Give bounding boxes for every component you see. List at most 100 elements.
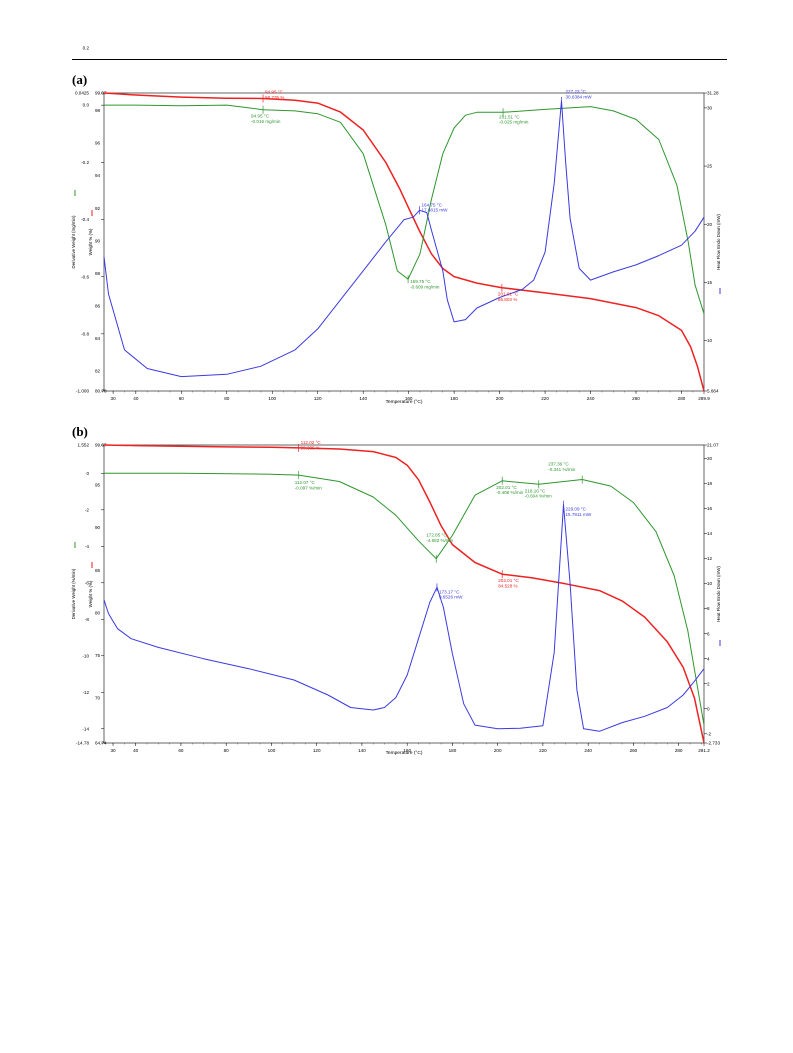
- left2-tick-label: 92: [95, 206, 101, 211]
- left2-tick-label: 99.67: [95, 443, 107, 448]
- left2-axis-label: Weight % (%): [88, 228, 93, 255]
- x-tick-label: 220: [541, 396, 549, 401]
- right-axis-label: Heat Flow Endo Down (mW): [716, 566, 721, 622]
- right-tick-label: 10: [707, 581, 713, 586]
- panel-label-a: (a): [72, 72, 88, 87]
- right-tick-label: 4: [707, 656, 710, 661]
- annotation-value: -0.604 %/min: [525, 494, 553, 499]
- right-tick-label: 12: [707, 556, 713, 561]
- annotation-temp: 112.02 °C: [301, 440, 322, 445]
- x-tick-label: 280: [675, 748, 683, 753]
- x-tick-label: 200: [496, 396, 504, 401]
- heat-curve: [103, 504, 705, 732]
- annotation-value: 17.6815 mW: [421, 208, 448, 213]
- x-tick-label: 100: [268, 396, 276, 401]
- annotation-temp: 202.01 °C: [496, 485, 517, 490]
- annotation-temp: 94.95 °C: [251, 114, 270, 119]
- left2-tick-label: 85: [95, 568, 101, 573]
- x-tick-label: 240: [587, 396, 595, 401]
- annotation-temp: 218.16 °C: [525, 488, 546, 493]
- x-tick-label: 60: [179, 396, 185, 401]
- heat-curve: [103, 100, 705, 378]
- left2-axis-label: Weight % (%): [88, 580, 93, 607]
- x-tick-label: 240: [584, 748, 592, 753]
- right-tick-label: -2.733: [707, 741, 720, 746]
- left2-tick-label: 64.74: [95, 741, 107, 746]
- annotation-temp: 94.95 °C: [265, 90, 284, 95]
- annotation-value: 84.528 %: [498, 584, 517, 589]
- left2-tick-label: 88: [95, 271, 101, 276]
- left1-tick-label: 0.0425: [75, 91, 89, 96]
- left2-tick-label: 82: [95, 369, 101, 374]
- x-tick-label: 60: [178, 748, 184, 753]
- x-tick-label: 260: [632, 396, 640, 401]
- x-tick-label: 30: [110, 748, 116, 753]
- left2-tick-label: 70: [95, 696, 101, 701]
- annotation-temp: 227.23 °C: [566, 89, 587, 94]
- x-tick-label: 160: [403, 748, 411, 753]
- left2-tick-label: 75: [95, 653, 101, 658]
- right-tick-label: 15: [707, 280, 713, 285]
- annotation-temp: 112.07 °C: [295, 480, 316, 485]
- right-tick-label: 21.07: [707, 443, 719, 448]
- annotation-value: -0.408 %/min: [496, 490, 524, 495]
- panel-label-b: (b): [72, 424, 88, 439]
- x-tick-label: 160: [405, 396, 413, 401]
- left1-tick-label: -1.000: [76, 389, 89, 394]
- right-tick-label: 8: [707, 606, 710, 611]
- left1-tick-label: -14: [82, 726, 89, 731]
- annotation-value: -0.016 mg/min: [251, 119, 281, 124]
- left1-tick-label: 0: [86, 471, 89, 476]
- left1-tick-label: -12: [82, 690, 89, 695]
- left1-tick-label: -2: [85, 507, 90, 512]
- annotation-value: -0.025 mg/min: [499, 120, 529, 125]
- x-tick-label: 220: [539, 748, 547, 753]
- left2-tick-label: 96: [95, 141, 101, 146]
- left1-axis-label: Derivative Weight (%/min): [71, 568, 76, 619]
- annotation-value: -0.609 mg/min: [410, 285, 440, 290]
- left1-tick-label: -8: [85, 617, 90, 622]
- left1-tick-label: 0.0: [83, 103, 90, 108]
- annotation-value: 98.735 %: [265, 95, 284, 100]
- annotation-value: -0.341 %/min: [548, 467, 576, 472]
- right-tick-label: 10: [707, 338, 713, 343]
- annotation-temp: 159.75 °C: [410, 279, 431, 284]
- left2-tick-label: 84: [95, 336, 101, 341]
- left1-tick-label: -0.2: [81, 160, 89, 165]
- right-tick-label: 14: [707, 531, 713, 536]
- deriv-curve: [104, 104, 705, 314]
- x-tick-label: 200: [494, 748, 502, 753]
- left1-tick-label: -0.4: [81, 217, 89, 222]
- x-tick-label: 40: [133, 396, 139, 401]
- annotation-value: -4.682 %/min: [426, 538, 454, 543]
- annotation-value: 86.803 %: [498, 297, 517, 302]
- x-tick-label: 140: [359, 396, 367, 401]
- left1-axis-label: Derivative Weight (mg/min): [71, 215, 76, 268]
- weight-curve: [103, 444, 705, 744]
- right-tick-label: 5.664: [707, 389, 719, 394]
- weight-curve: [103, 92, 705, 392]
- x-tick-label: 180: [450, 396, 458, 401]
- left1-tick-label: -4: [85, 544, 90, 549]
- x-tick-label: 289.9: [698, 396, 710, 401]
- left2-tick-label: 86: [95, 304, 101, 309]
- x-tick-label: 260: [630, 748, 638, 753]
- left1-tick-label: 0.2: [83, 46, 90, 51]
- annotation-value: -0.097 %/min: [295, 485, 323, 490]
- x-axis-label: Temperature (°C): [386, 750, 423, 756]
- page-header-rule: [72, 59, 727, 60]
- x-tick-label: 120: [314, 396, 322, 401]
- x-tick-label: 100: [268, 748, 276, 753]
- x-tick-label: 80: [224, 748, 230, 753]
- x-tick-label: 280: [678, 396, 686, 401]
- left2-tick-label: 90: [95, 525, 101, 530]
- left2-tick-label: 95: [95, 482, 101, 487]
- left2-tick-label: 90: [95, 238, 101, 243]
- annotation-temp: 201.51 °C: [499, 114, 520, 119]
- x-tick-label: 30: [111, 396, 117, 401]
- right-tick-label: 16: [707, 506, 713, 511]
- right-tick-label: -2: [707, 731, 712, 736]
- left2-tick-label: 99.07: [95, 91, 107, 96]
- x-tick-label: 40: [133, 748, 139, 753]
